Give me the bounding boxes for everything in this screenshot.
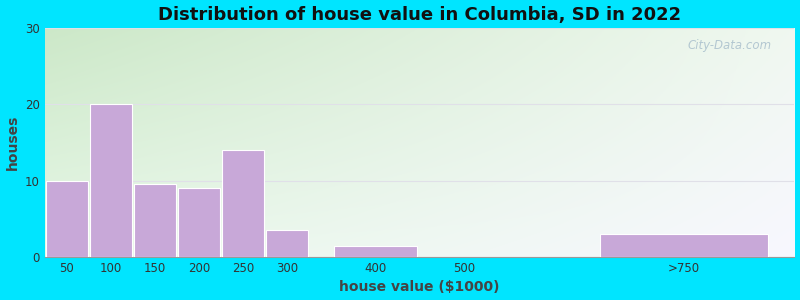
Bar xyxy=(266,230,308,257)
Y-axis label: houses: houses xyxy=(6,115,19,170)
X-axis label: house value ($1000): house value ($1000) xyxy=(339,280,500,294)
Title: Distribution of house value in Columbia, SD in 2022: Distribution of house value in Columbia,… xyxy=(158,6,682,24)
Bar xyxy=(90,104,132,257)
Text: City-Data.com: City-Data.com xyxy=(688,39,772,52)
Bar xyxy=(601,234,768,257)
Bar xyxy=(46,181,88,257)
Bar xyxy=(334,246,418,257)
Bar xyxy=(134,184,176,257)
Bar xyxy=(178,188,220,257)
Bar xyxy=(222,150,264,257)
